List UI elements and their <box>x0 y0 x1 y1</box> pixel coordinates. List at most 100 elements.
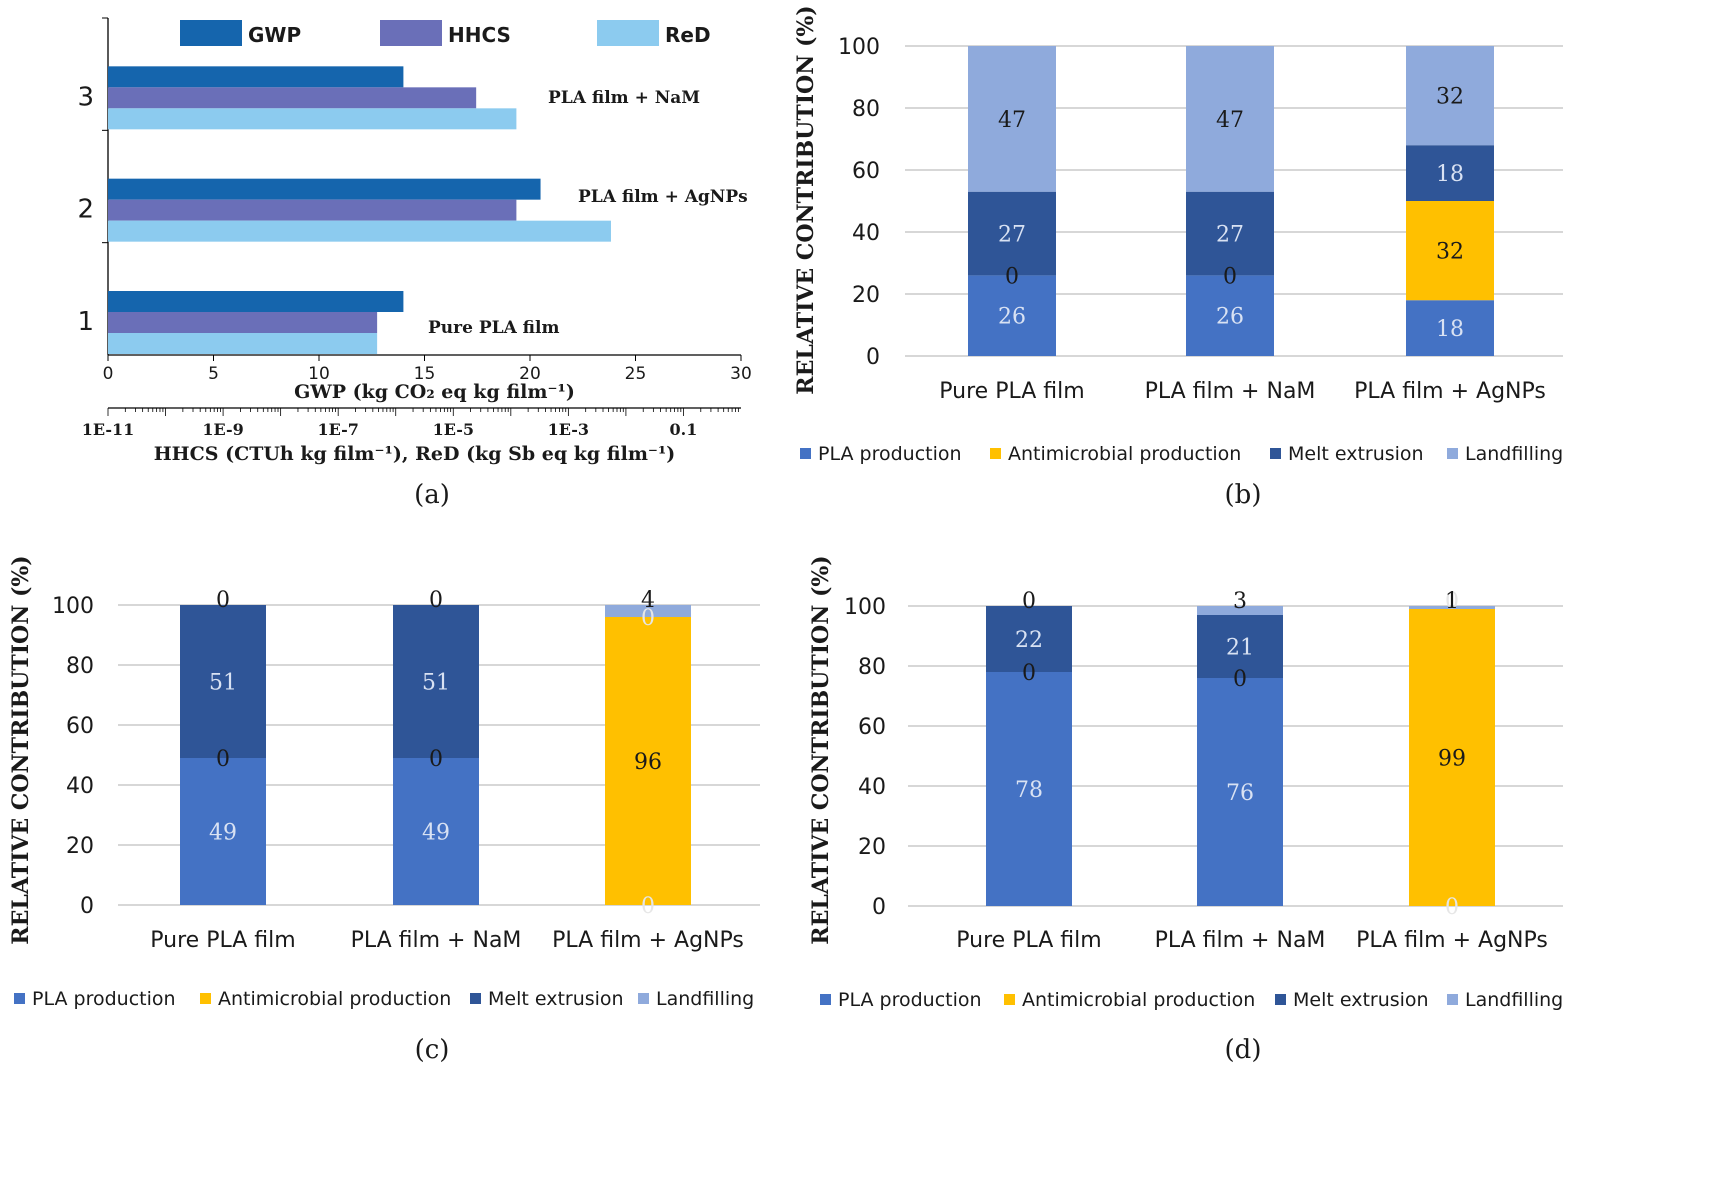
bar-segment-melt-extrusion <box>180 605 266 758</box>
bar-segment-antimicrobial-production <box>1409 609 1495 906</box>
x-tick-label: Pure PLA film <box>956 928 1101 953</box>
legend-swatch-pla-production <box>14 993 25 1004</box>
x-tick-label: Pure PLA film <box>939 379 1084 404</box>
data-label: 0 <box>1445 589 1459 614</box>
bar-segment-landfilling <box>1197 606 1283 615</box>
data-label: 0 <box>641 894 655 919</box>
legend-swatch-gwp <box>180 20 242 46</box>
x-tick-label-linear: 10 <box>308 364 330 384</box>
data-label: 51 <box>209 671 237 696</box>
x-tick-label-log: 1E-5 <box>433 420 474 439</box>
data-label: 32 <box>1436 240 1464 265</box>
x-axis-title-log: HHCS (CTUh kg film⁻¹), ReD (kg Sb eq kg … <box>154 443 676 465</box>
legend-label-hhcs: HHCS <box>448 23 511 47</box>
panel-label: (b) <box>1225 480 1262 510</box>
y-tick-label: 1 <box>77 307 94 337</box>
x-tick-label-linear: 15 <box>414 364 436 384</box>
x-tick-label-linear: 20 <box>519 364 541 384</box>
bar-hhcs-cat-3 <box>108 87 477 109</box>
panel-b: 0 20 40 60 80 100 RELATIVE CONTRIBUTION (%) 26 0… <box>793 5 1563 510</box>
data-label: 0 <box>429 588 443 613</box>
data-label: 27 <box>1216 223 1244 248</box>
legend-swatch-landfilling <box>1447 448 1458 459</box>
data-label: 47 <box>1216 108 1244 133</box>
y-tick-label: 60 <box>852 159 880 184</box>
data-label: 0 <box>641 606 655 631</box>
legend-label-pla-production: PLA production <box>32 988 176 1010</box>
legend-swatch-melt-extrusion <box>470 993 481 1004</box>
data-label: 26 <box>998 305 1026 330</box>
data-label: 96 <box>634 750 662 775</box>
bar-segment-landfilling <box>605 605 691 617</box>
data-label: 78 <box>1015 778 1043 803</box>
data-label: 3 <box>1233 589 1247 614</box>
x-tick-label: Pure PLA film <box>150 928 295 953</box>
legend-label-antimicrobial-production: Antimicrobial production <box>1008 443 1241 465</box>
y-tick-label: 40 <box>852 221 880 246</box>
data-label: 0 <box>216 747 230 772</box>
data-label: 0 <box>1022 661 1036 686</box>
x-tick-label: PLA film + AgNPs <box>552 928 744 953</box>
data-label: 0 <box>1223 264 1237 289</box>
x-tick-label-log: 1E-9 <box>202 420 243 439</box>
y-tick-label: 0 <box>80 894 94 919</box>
y-tick-label: 100 <box>844 595 886 620</box>
bar-segment-landfilling <box>1186 46 1274 192</box>
bar-segment-melt-extrusion <box>968 191 1056 276</box>
bar-gwp-cat-2 <box>108 178 541 200</box>
bar-segment-pla-production <box>968 275 1056 356</box>
bar-red-cat-3 <box>108 108 517 130</box>
category-annotation: Pure PLA film <box>428 318 559 338</box>
panel-label: (c) <box>415 1035 450 1065</box>
legend-swatch-antimicrobial-production <box>990 448 1001 459</box>
legend-swatch-landfilling <box>638 993 649 1004</box>
bar-segment-melt-extrusion <box>986 606 1072 672</box>
legend-swatch-landfilling <box>1447 994 1458 1005</box>
legend-label-melt-extrusion: Melt extrusion <box>1293 989 1429 1011</box>
y-tick-label: 0 <box>866 345 880 370</box>
y-tick-label: 60 <box>66 714 94 739</box>
bar-segment-landfilling <box>1406 46 1494 146</box>
data-label: 18 <box>1436 317 1464 342</box>
bar-segment-pla-production <box>1197 678 1283 906</box>
legend-label-melt-extrusion: Melt extrusion <box>488 988 624 1010</box>
x-tick-label-log: 1E-7 <box>317 420 358 439</box>
data-label: 51 <box>422 671 450 696</box>
bar-segment-pla-production <box>1186 275 1274 356</box>
y-tick-label: 3 <box>77 82 94 112</box>
data-label: 21 <box>1226 636 1254 661</box>
data-label: 99 <box>1438 747 1466 772</box>
legend-label-landfilling: Landfilling <box>656 988 754 1010</box>
bar-segment-landfilling <box>968 46 1056 192</box>
legend-swatch-antimicrobial-production <box>200 993 211 1004</box>
y-axis-title: RELATIVE CONTRIBUTION (%) <box>8 555 34 944</box>
x-tick-label-log: 0.1 <box>670 420 698 439</box>
legend-label-red: ReD <box>665 23 711 47</box>
bar-segment-melt-extrusion <box>1186 191 1274 276</box>
bar-red-cat-1 <box>108 333 378 354</box>
y-tick-label: 40 <box>66 774 94 799</box>
data-label: 0 <box>216 588 230 613</box>
y-tick-label: 20 <box>858 835 886 860</box>
data-label: 22 <box>1015 628 1043 653</box>
x-tick-label: PLA film + NaM <box>351 928 522 953</box>
x-tick-label: PLA film + NaM <box>1155 928 1326 953</box>
x-tick-label: PLA film + AgNPs <box>1354 379 1546 404</box>
y-tick-label: 100 <box>838 35 880 60</box>
bar-segment-antimicrobial-production <box>1406 201 1494 301</box>
y-tick-label: 100 <box>52 594 94 619</box>
panel-label: (a) <box>414 480 450 510</box>
panel-a: GWP HHCS ReD 1 2 3 Pure PLA film PLA film + AgN… <box>77 17 752 510</box>
legend-label-antimicrobial-production: Antimicrobial production <box>1022 989 1255 1011</box>
x-tick-label-linear: 30 <box>730 364 752 384</box>
x-tick-label-log: 1E-11 <box>82 420 135 439</box>
x-tick-label-linear: 5 <box>208 364 219 384</box>
data-label: 47 <box>998 108 1026 133</box>
data-label: 1 <box>1445 589 1459 614</box>
data-label: 0 <box>429 747 443 772</box>
data-label: 4 <box>641 588 655 613</box>
data-label: 18 <box>1436 162 1464 187</box>
y-axis-title: RELATIVE CONTRIBUTION (%) <box>808 555 834 944</box>
y-tick-label: 2 <box>77 195 94 225</box>
bar-segment-pla-production <box>180 758 266 905</box>
